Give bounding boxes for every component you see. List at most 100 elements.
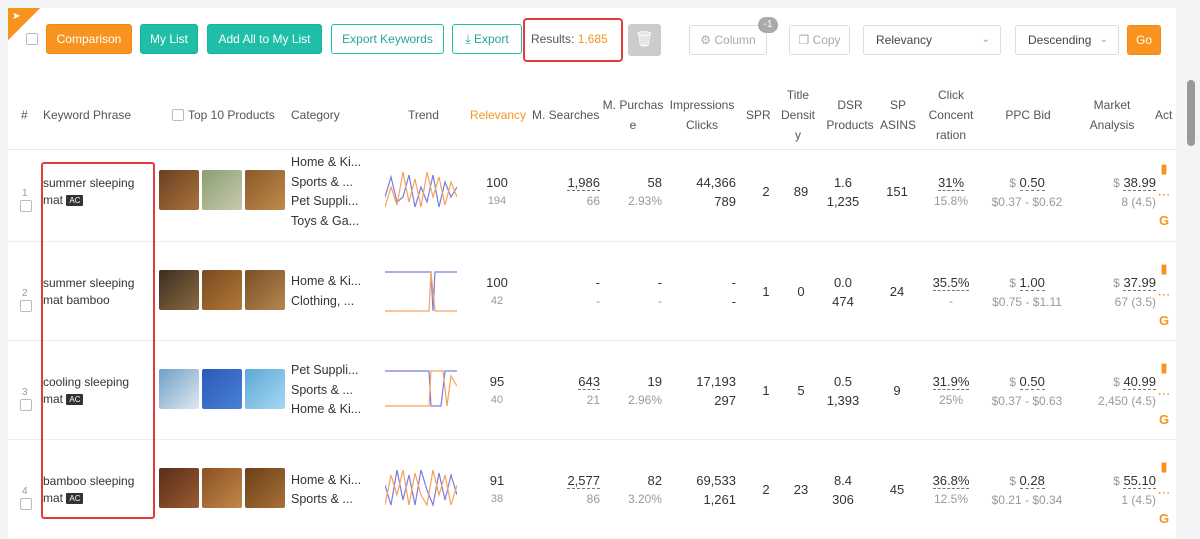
more-options-icon[interactable]: ⋯ xyxy=(1157,485,1171,500)
dsr-cell: 8.4 306 xyxy=(820,471,866,509)
col-m-searches[interactable]: M. Searches xyxy=(532,108,600,122)
currency-symbol: $ xyxy=(1113,374,1120,389)
ppc-bid-cell: $ 0.50 $0.37 - $0.62 xyxy=(984,173,1070,212)
go-button[interactable]: Go xyxy=(1127,25,1161,55)
trend-sparkline[interactable] xyxy=(385,267,457,317)
category-item: Clothing, ... xyxy=(291,293,355,308)
product-thumbnail[interactable] xyxy=(159,269,199,310)
m-purchase-value: 19 xyxy=(647,373,662,389)
col-m-purchase[interactable]: M. Purchas e xyxy=(602,95,664,135)
bar-chart-icon[interactable]: ▮ xyxy=(1160,260,1168,276)
click-concentration-cell: 36.8% 12.5% xyxy=(926,471,976,509)
product-thumbnail[interactable] xyxy=(159,468,199,508)
product-thumbnail[interactable] xyxy=(202,368,242,409)
market-analysis-value[interactable]: 37.99 xyxy=(1123,274,1156,291)
category-item: Sports & ... xyxy=(291,492,353,506)
product-thumbnail[interactable] xyxy=(202,468,242,508)
trend-sparkline[interactable] xyxy=(385,465,457,515)
my-list-button[interactable]: My List xyxy=(140,24,198,54)
col-title-density[interactable]: Title Densit y xyxy=(778,85,818,145)
col-spr[interactable]: SPR xyxy=(746,108,771,122)
col-market-analysis[interactable]: Market Analysis xyxy=(1084,95,1140,135)
keyword-phrase[interactable]: summer sleeping mat bamboo xyxy=(43,275,143,309)
google-icon[interactable]: G xyxy=(1158,213,1170,228)
m-searches-value[interactable]: 643 xyxy=(578,373,600,390)
trend-line-orange xyxy=(385,171,457,208)
click-concentration-value[interactable]: 31.9% xyxy=(932,373,970,390)
product-thumbnail[interactable] xyxy=(245,468,285,508)
spr-value: 2 xyxy=(762,482,770,497)
market-analysis-value[interactable]: 40.99 xyxy=(1123,373,1156,390)
market-analysis-value[interactable]: 55.10 xyxy=(1123,473,1156,489)
keyword-phrase[interactable]: cooling sleeping mat AC xyxy=(43,374,143,408)
impressions-clicks-cell: 69,533 1,261 xyxy=(676,471,736,509)
export-button[interactable]: ⤓ Export xyxy=(452,24,522,54)
column-button[interactable]: ⚙ Column xyxy=(689,25,767,55)
col-ppc-bid[interactable]: PPC Bid xyxy=(1005,108,1051,122)
col-impressions-clicks[interactable]: Impressions Clicks xyxy=(666,95,738,135)
scrollbar-thumb[interactable] xyxy=(1187,80,1195,146)
col-click-concentration[interactable]: Click Concent ration xyxy=(920,85,982,145)
m-searches-value[interactable]: 1,986 xyxy=(567,175,600,191)
m-purchase-value: - xyxy=(657,274,662,290)
m-searches-cell: 1,986 66 xyxy=(548,173,600,211)
row-checkbox[interactable] xyxy=(20,200,32,212)
click-concentration-value[interactable]: 35.5% xyxy=(932,274,970,291)
market-analysis-sub: 8 (4.5) xyxy=(1121,195,1156,209)
select-all-checkbox[interactable] xyxy=(26,33,38,45)
more-options-icon[interactable]: ⋯ xyxy=(1157,385,1171,401)
ppc-bid-value[interactable]: 0.28 xyxy=(1019,473,1045,489)
impressions-clicks-cell: -- xyxy=(676,273,736,311)
product-thumbnail[interactable] xyxy=(245,170,285,210)
bar-chart-icon[interactable]: ▮ xyxy=(1160,359,1168,375)
google-icon[interactable]: G xyxy=(1158,511,1170,526)
sort-order-select[interactable]: Descending ⌄ xyxy=(1015,25,1119,55)
product-thumbnail[interactable] xyxy=(245,269,285,310)
keyword-phrase[interactable]: summer sleeping mat AC xyxy=(43,175,143,209)
clicks-value: 1,261 xyxy=(703,492,736,507)
row-checkbox[interactable] xyxy=(20,498,32,510)
col-sp-line1: SP xyxy=(889,98,906,112)
trend-sparkline[interactable] xyxy=(385,167,457,217)
col-actions: Act xyxy=(1155,108,1173,122)
ppc-bid-value[interactable]: 0.50 xyxy=(1019,175,1045,191)
add-all-to-my-list-button[interactable]: Add All to My List xyxy=(207,24,322,54)
m-searches-value[interactable]: 2,577 xyxy=(567,473,600,489)
col-keyword-phrase[interactable]: Keyword Phrase xyxy=(43,108,132,122)
trash-icon[interactable]: 🗑 xyxy=(628,24,661,56)
more-options-icon[interactable]: ⋯ xyxy=(1157,286,1171,302)
comparison-button[interactable]: Comparison xyxy=(46,24,132,54)
row-checkbox[interactable] xyxy=(20,299,32,312)
currency-symbol: $ xyxy=(1009,474,1016,488)
row-checkbox[interactable] xyxy=(20,398,32,411)
col-dsr-line2: Products xyxy=(826,118,874,132)
product-thumbnail[interactable] xyxy=(202,269,242,310)
product-thumbnail[interactable] xyxy=(159,368,199,409)
ppc-bid-value[interactable]: 1.00 xyxy=(1019,274,1045,291)
more-options-icon[interactable]: ⋯ xyxy=(1157,187,1171,202)
bar-chart-icon[interactable]: ▮ xyxy=(1160,459,1168,474)
ppc-bid-value[interactable]: 0.50 xyxy=(1019,373,1045,390)
top10-checkbox[interactable] xyxy=(172,109,184,121)
google-icon[interactable]: G xyxy=(1158,312,1170,328)
col-dsr-products[interactable]: DSR Products xyxy=(820,95,880,135)
google-icon[interactable]: G xyxy=(1158,411,1170,427)
col-sp-asins[interactable]: SP ASINS xyxy=(878,95,918,135)
export-keywords-button[interactable]: Export Keywords xyxy=(331,24,444,54)
keyword-phrase[interactable]: bamboo sleeping mat AC xyxy=(43,473,143,507)
product-thumbnail[interactable] xyxy=(159,170,199,210)
click-concentration-value[interactable]: 36.8% xyxy=(932,473,970,489)
relevancy-value: 100 xyxy=(486,175,508,190)
product-thumbnail[interactable] xyxy=(245,368,285,409)
ppc-bid-cell: $ 0.28 $0.21 - $0.34 xyxy=(984,471,1070,510)
m-searches-value[interactable]: - xyxy=(595,274,600,290)
bar-chart-icon[interactable]: ▮ xyxy=(1160,161,1168,176)
col-relevancy[interactable]: Relevancy xyxy=(470,108,527,122)
product-thumbnail[interactable] xyxy=(202,170,242,210)
trend-sparkline[interactable] xyxy=(385,366,457,416)
click-concentration-value[interactable]: 31% xyxy=(937,175,965,191)
copy-button[interactable]: ❐ Copy xyxy=(789,25,850,55)
m-searches-cell: -- xyxy=(548,273,600,311)
market-analysis-value[interactable]: 38.99 xyxy=(1123,175,1156,191)
sort-field-select[interactable]: Relevancy ⌄ xyxy=(863,25,1001,55)
